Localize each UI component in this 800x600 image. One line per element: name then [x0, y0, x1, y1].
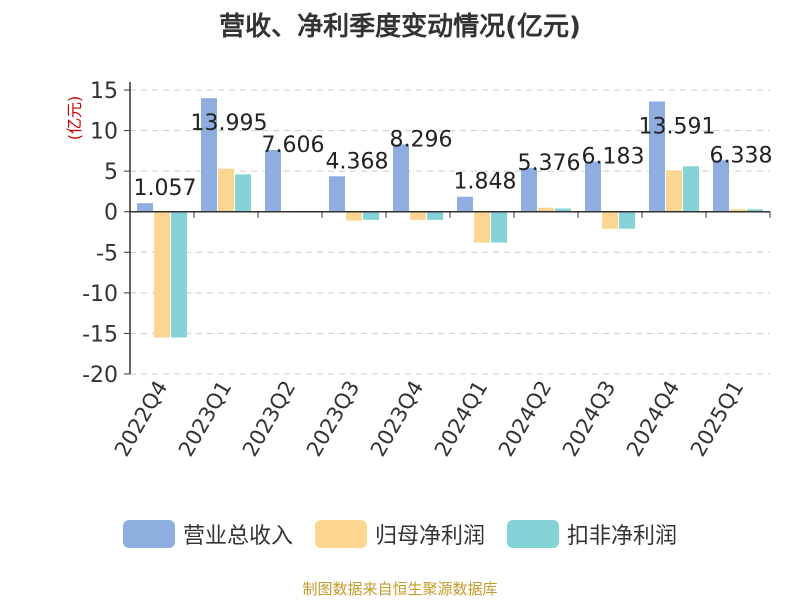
x-tick-label: 2024Q4 [622, 377, 684, 461]
y-tick-label: -15 [82, 322, 118, 347]
legend-swatch [122, 520, 175, 548]
legend-item[interactable]: 营业总收入 [122, 518, 293, 550]
bar-扣非净利润-2022Q4 [171, 211, 187, 338]
bar-归母净利润-2023Q1 [218, 168, 234, 212]
y-unit-label: (亿元) [65, 96, 84, 141]
bar-营业总收入-2025Q1 [713, 160, 729, 212]
x-tick-label: 2024Q2 [494, 377, 556, 461]
bar-营业总收入-2023Q1 [201, 98, 217, 212]
bar-营业总收入-2024Q3 [585, 161, 601, 212]
value-label: 1.848 [454, 170, 517, 195]
source-note: 制图数据来自恒生聚源数据库 [302, 580, 498, 598]
x-tick-label: 2024Q1 [430, 377, 492, 461]
x-tick-label: 2025Q1 [686, 377, 748, 461]
bar-归母净利润-2023Q4 [410, 211, 426, 220]
y-tick-label: 0 [104, 201, 118, 226]
bar-归母净利润-2024Q3 [602, 211, 618, 229]
value-label: 1.057 [134, 176, 197, 201]
y-tick-label: -20 [82, 363, 118, 388]
y-tick-label: 15 [90, 79, 118, 104]
bar-营业总收入-2024Q1 [457, 196, 473, 212]
value-label: 13.591 [639, 114, 716, 139]
legend-label: 扣非净利润 [567, 524, 678, 549]
bar-营业总收入-2023Q4 [393, 144, 409, 212]
chart-title: 营收、净利季度变动情况(亿元) [219, 12, 581, 42]
x-tick-label: 2023Q2 [238, 377, 300, 461]
legend: 营业总收入 归母净利润 扣非净利润 [0, 518, 800, 550]
x-tick-label: 2023Q4 [366, 377, 428, 461]
bar-扣非净利润-2023Q1 [235, 174, 251, 212]
legend-label: 归母净利润 [374, 524, 485, 549]
bar-扣非净利润-2024Q1 [491, 211, 507, 243]
bar-归母净利润-2024Q2 [538, 207, 554, 212]
bar-扣非净利润-2025Q1 [747, 209, 763, 212]
bar-扣非净利润-2024Q4 [683, 166, 699, 212]
legend-item[interactable]: 归母净利润 [314, 518, 485, 550]
y-tick-label: -10 [82, 282, 118, 307]
bar-扣非净利润-2024Q2 [555, 208, 571, 212]
x-tick-label: 2023Q3 [302, 377, 364, 461]
value-label: 4.368 [326, 149, 389, 174]
bar-营业总收入-2024Q4 [649, 101, 665, 212]
bar-归母净利润-2024Q1 [474, 211, 490, 243]
bar-营业总收入-2022Q4 [137, 203, 153, 212]
bar-营业总收入-2023Q2 [265, 149, 281, 212]
value-label: 7.606 [262, 133, 325, 158]
x-tick-label: 2024Q3 [558, 377, 620, 461]
bar-营业总收入-2024Q2 [521, 168, 537, 212]
legend-swatch [507, 520, 559, 548]
legend-item[interactable]: 扣非净利润 [507, 518, 677, 550]
bar-扣非净利润-2023Q3 [363, 211, 379, 220]
x-tick-label: 2023Q1 [174, 377, 236, 461]
value-label: 8.296 [390, 127, 453, 152]
value-label: 6.338 [710, 143, 773, 168]
bar-扣非净利润-2023Q4 [427, 211, 443, 220]
bar-归母净利润-2023Q3 [346, 211, 362, 221]
bar-归母净利润-2024Q4 [666, 170, 682, 212]
y-tick-label: 5 [104, 160, 118, 185]
bar-营业总收入-2023Q3 [329, 176, 345, 212]
value-label: 13.995 [191, 111, 268, 136]
value-label: 5.376 [518, 151, 581, 176]
x-tick-label: 2022Q4 [110, 377, 172, 461]
value-label: 6.183 [582, 145, 645, 170]
legend-swatch [314, 520, 367, 548]
legend-label: 营业总收入 [182, 524, 293, 549]
bar-归母净利润-2022Q4 [154, 211, 170, 338]
bar-归母净利润-2025Q1 [730, 209, 746, 212]
y-tick-label: 10 [90, 120, 118, 145]
bar-扣非净利润-2024Q3 [619, 211, 635, 229]
y-tick-label: -5 [96, 241, 118, 266]
